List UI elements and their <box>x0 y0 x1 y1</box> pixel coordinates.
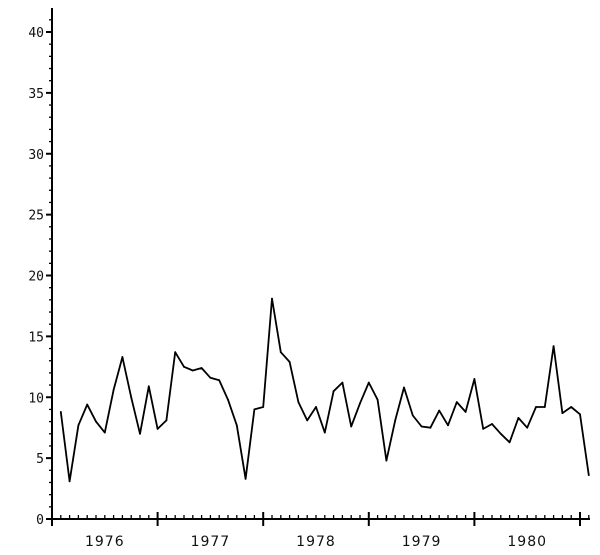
data-point <box>411 414 414 417</box>
data-point <box>587 474 590 477</box>
data-point <box>482 428 485 430</box>
data-point <box>579 413 581 416</box>
data-point <box>77 424 80 427</box>
data-point <box>385 459 388 462</box>
data-point <box>394 419 397 422</box>
data-point <box>191 369 194 372</box>
data-point <box>473 378 476 380</box>
data-point <box>121 356 124 358</box>
data-point <box>209 376 212 379</box>
x-tick-label: 1977 <box>191 534 231 550</box>
data-point <box>262 406 265 408</box>
series-line-group <box>59 297 590 483</box>
y-tick-label: 35 <box>28 87 44 102</box>
data-point <box>508 441 511 444</box>
data-point <box>376 398 379 401</box>
x-tick-label: 1980 <box>507 534 547 550</box>
data-point <box>429 426 432 429</box>
x-tick-labels: 1976 1977 1978 1979 1980 <box>85 534 547 550</box>
data-point <box>68 480 71 483</box>
data-point <box>306 419 309 422</box>
data-point <box>103 431 106 434</box>
data-point <box>420 425 423 428</box>
data-point <box>526 426 529 429</box>
data-point <box>561 412 564 414</box>
data-point <box>543 406 546 408</box>
x-tick-label: 1976 <box>85 534 125 550</box>
data-point <box>491 423 493 425</box>
x-axis <box>51 512 590 526</box>
data-point <box>464 410 467 413</box>
data-point <box>235 424 238 427</box>
data-point <box>147 385 150 388</box>
data-point <box>315 406 317 408</box>
data-point <box>517 417 520 419</box>
data-point <box>130 396 133 399</box>
data-point <box>403 386 405 389</box>
data-point <box>447 424 449 427</box>
data-point <box>156 428 159 430</box>
data-point <box>218 379 221 382</box>
y-tick-label: 40 <box>28 26 44 41</box>
data-point <box>200 367 203 369</box>
data-point <box>535 406 537 408</box>
data-point <box>552 345 555 348</box>
data-line <box>59 297 590 483</box>
data-point <box>253 408 256 411</box>
y-tick-label: 15 <box>28 330 44 345</box>
y-tick-label: 0 <box>36 513 44 528</box>
data-point <box>359 402 361 405</box>
y-tick-label: 30 <box>28 148 44 163</box>
data-point <box>323 431 326 434</box>
data-point <box>350 425 353 428</box>
data-point <box>332 390 335 393</box>
data-point <box>367 381 370 384</box>
y-tick-labels: 0 5 10 15 20 25 30 35 40 <box>28 26 44 528</box>
y-tick-label: 10 <box>28 391 44 406</box>
data-point <box>271 297 273 300</box>
y-tick-label: 25 <box>28 209 44 224</box>
data-point <box>86 403 89 406</box>
data-point <box>112 389 115 391</box>
data-point <box>183 365 185 368</box>
data-point <box>455 401 458 404</box>
data-point <box>174 351 177 354</box>
data-point <box>297 401 300 404</box>
data-point <box>279 351 282 354</box>
x-tick-label: 1978 <box>296 534 336 550</box>
y-axis <box>46 8 53 520</box>
data-point <box>570 406 573 408</box>
data-point <box>244 477 247 480</box>
y-tick-label: 5 <box>36 452 44 467</box>
data-point <box>499 432 502 435</box>
x-tick-label: 1979 <box>402 534 442 550</box>
data-point <box>438 409 441 412</box>
data-point <box>139 432 141 435</box>
data-point <box>95 420 97 423</box>
data-point <box>288 361 291 363</box>
y-tick-label: 20 <box>28 270 44 285</box>
data-point <box>165 419 168 422</box>
data-point <box>227 398 229 401</box>
data-point <box>59 410 62 413</box>
data-point <box>341 381 344 384</box>
